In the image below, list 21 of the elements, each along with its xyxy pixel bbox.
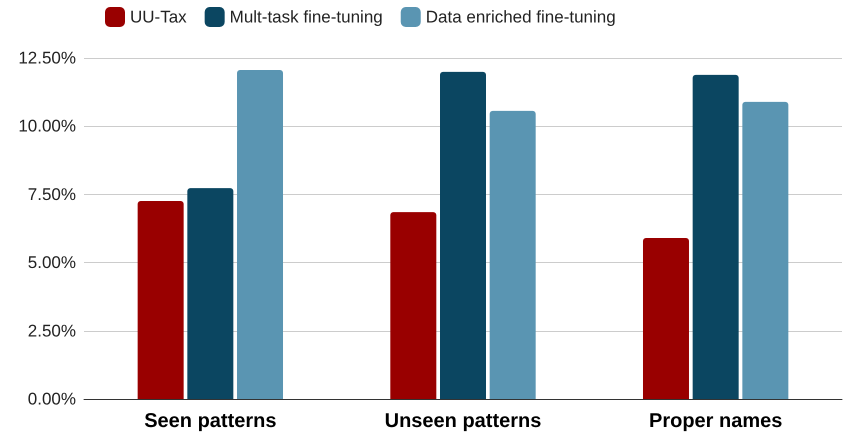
x-tick-label: Seen patterns	[144, 410, 276, 432]
y-tick-label: 5.00%	[28, 253, 76, 272]
y-tick-label: 2.50%	[28, 321, 76, 340]
x-tick-label: Proper names	[648, 410, 782, 432]
bar	[187, 188, 234, 399]
y-tick-label: 12.50%	[18, 48, 76, 68]
bar	[642, 238, 689, 399]
legend-label: Mult-task fine-tuning	[230, 8, 383, 26]
legend-label: UU-Tax	[130, 8, 188, 26]
x-tick-label: Unseen patterns	[384, 410, 542, 432]
bar	[390, 212, 436, 399]
bar	[138, 200, 184, 399]
y-tick-label: 0.00%	[28, 390, 76, 408]
bar	[237, 70, 284, 399]
bar	[692, 74, 739, 399]
bar	[490, 110, 536, 399]
legend-label: Data enriched fine-tuning	[426, 8, 616, 26]
y-tick-label: 10.00%	[18, 116, 76, 136]
bar	[440, 72, 486, 399]
y-tick-label: 7.50%	[28, 184, 76, 204]
bar	[742, 102, 788, 399]
